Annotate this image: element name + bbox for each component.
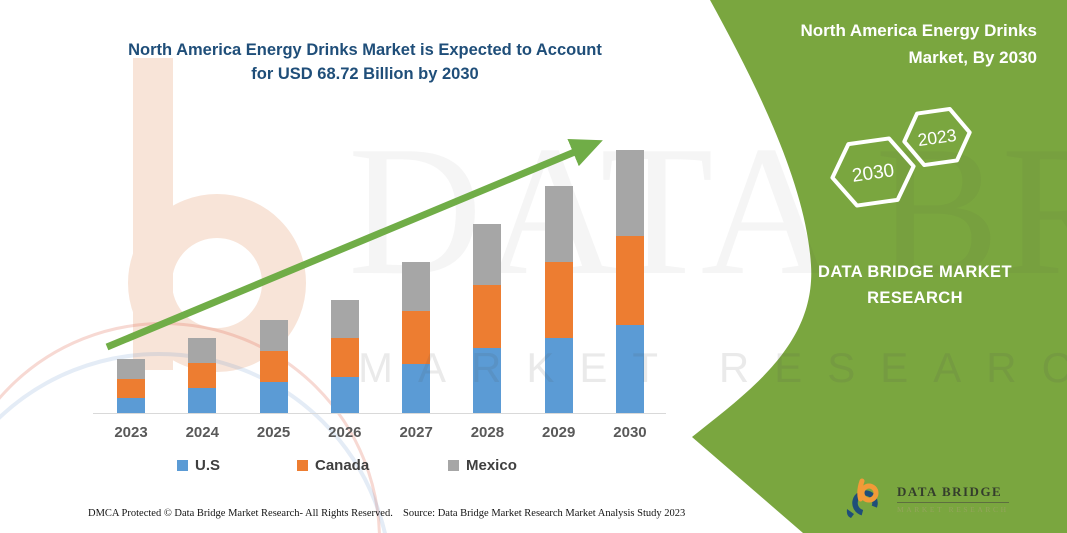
x-label-text-2023: 2023: [114, 424, 148, 441]
x-label-2023: 2023: [114, 424, 148, 441]
x-label-text-2028: 2028: [470, 424, 505, 441]
bar-2028: [473, 224, 502, 413]
bar-segment-Mexico-2030: [615, 149, 644, 237]
bar-segment-US-2030: [615, 324, 644, 413]
x-label-text-2024: 2024: [185, 424, 219, 441]
x-label-2030: 2030: [613, 424, 647, 441]
side-panel-heading: North America Energy Drinks Market, By 2…: [775, 17, 1038, 71]
bar-2026: [330, 300, 359, 413]
hexagon-2023-label: 2023: [916, 125, 957, 150]
bar-segment-US-2024: [188, 388, 217, 413]
page-title: North America Energy Drinks Market is Ex…: [60, 38, 670, 86]
bar-segment-US-2023: [117, 397, 145, 413]
legend-label-canada: Canada: [315, 457, 370, 474]
bar-2029: [544, 186, 573, 413]
legend-label-us: U.S: [195, 457, 221, 474]
bar-segment-Canada-2026: [330, 338, 359, 377]
hexagon-2030-label: 2030: [851, 160, 896, 187]
x-label-text-2030: 2030: [613, 424, 647, 441]
bar-segment-US-2025: [259, 382, 288, 413]
x-axis-line: [93, 413, 666, 414]
bar-segment-Mexico-2027: [402, 261, 431, 312]
logo-text: DATA BRIDGE MARKET RESEARCH: [897, 484, 1009, 514]
hexagon-2030: 2030: [830, 136, 916, 208]
year-hexagons: 2023 2030: [830, 106, 972, 208]
bar-segment-US-2026: [330, 377, 359, 413]
data-bridge-logo-icon: [846, 478, 879, 518]
legend-item-canada: Canada: [297, 457, 369, 474]
bar-segment-US-2027: [402, 363, 431, 413]
logo-subtitle: MARKET RESEARCH: [897, 505, 1009, 514]
data-bridge-logo: DATA BRIDGE MARKET RESEARCH: [843, 478, 1009, 520]
bar-2024: [188, 337, 217, 413]
legend-swatch-mexico: [448, 460, 459, 471]
bar-2027: [402, 261, 431, 413]
legend-swatch-us: [177, 460, 188, 471]
x-label-2027: 2027: [399, 424, 433, 441]
bar-segment-Canada-2030: [615, 236, 644, 325]
x-label-text-2026: 2026: [328, 424, 362, 441]
bar-segment-Mexico-2024: [188, 337, 217, 363]
bar-segment-Canada-2028: [473, 284, 502, 348]
bar-segment-Canada-2029: [544, 262, 573, 338]
page-title-line2: for USD 68.72 Billion by 2030: [251, 65, 479, 83]
legend-label-mexico: Mexico: [466, 457, 517, 474]
bar-segment-US-2028: [473, 347, 502, 413]
page-title-line1: North America Energy Drinks Market is Ex…: [128, 41, 602, 59]
bar-segment-Mexico-2029: [544, 186, 573, 263]
x-label-text-2025: 2025: [256, 424, 291, 441]
side-panel-heading-line2: Market, By 2030: [908, 48, 1037, 67]
x-label-2024: 2024: [185, 424, 219, 441]
x-label-text-2027: 2027: [399, 424, 433, 441]
bar-2023: [117, 358, 145, 413]
x-label-2025: 2025: [256, 424, 291, 441]
bar-segment-Mexico-2025: [259, 320, 288, 351]
logo-title: DATA BRIDGE: [897, 484, 1009, 503]
green-wave-shape: [692, 0, 1067, 533]
growth-trend-arrow-icon: [105, 139, 603, 351]
legend-item-mexico: Mexico: [448, 457, 517, 474]
bar-segment-US-2029: [544, 337, 573, 413]
bar-2030: [615, 149, 644, 413]
bar-segment-Canada-2023: [117, 378, 145, 398]
bar-segment-Mexico-2028: [473, 224, 502, 285]
footer-source-text: Source: Data Bridge Market Research Mark…: [403, 508, 686, 519]
x-label-2028: 2028: [470, 424, 505, 441]
x-label-text-2029: 2029: [542, 424, 576, 441]
side-panel-brand-line2: RESEARCH: [867, 289, 963, 307]
bar-segment-Canada-2024: [188, 362, 217, 389]
legend-item-us: U.S: [177, 457, 220, 474]
side-panel-heading-line1: North America Energy Drinks: [800, 21, 1038, 40]
bar-segment-Mexico-2023: [117, 358, 145, 379]
footer-dmca-text: DMCA Protected © Data Bridge Market Rese…: [88, 508, 393, 519]
side-panel-brand: DATA BRIDGE MARKET RESEARCH: [790, 259, 1040, 311]
bar-segment-Canada-2027: [402, 311, 431, 364]
side-panel-brand-line1: DATA BRIDGE MARKET: [818, 263, 1012, 281]
x-label-2026: 2026: [328, 424, 362, 441]
hexagon-2023: 2023: [902, 106, 972, 168]
stacked-bar-chart: [117, 142, 644, 413]
x-axis-labels: 2023 2024 2025 2026 2027 2028 2029 2030: [114, 424, 647, 441]
bar-2025: [259, 320, 288, 413]
bar-segment-Mexico-2026: [330, 300, 359, 339]
x-label-2029: 2029: [542, 424, 576, 441]
bar-segment-Canada-2025: [259, 350, 288, 383]
legend-swatch-canada: [297, 460, 308, 471]
